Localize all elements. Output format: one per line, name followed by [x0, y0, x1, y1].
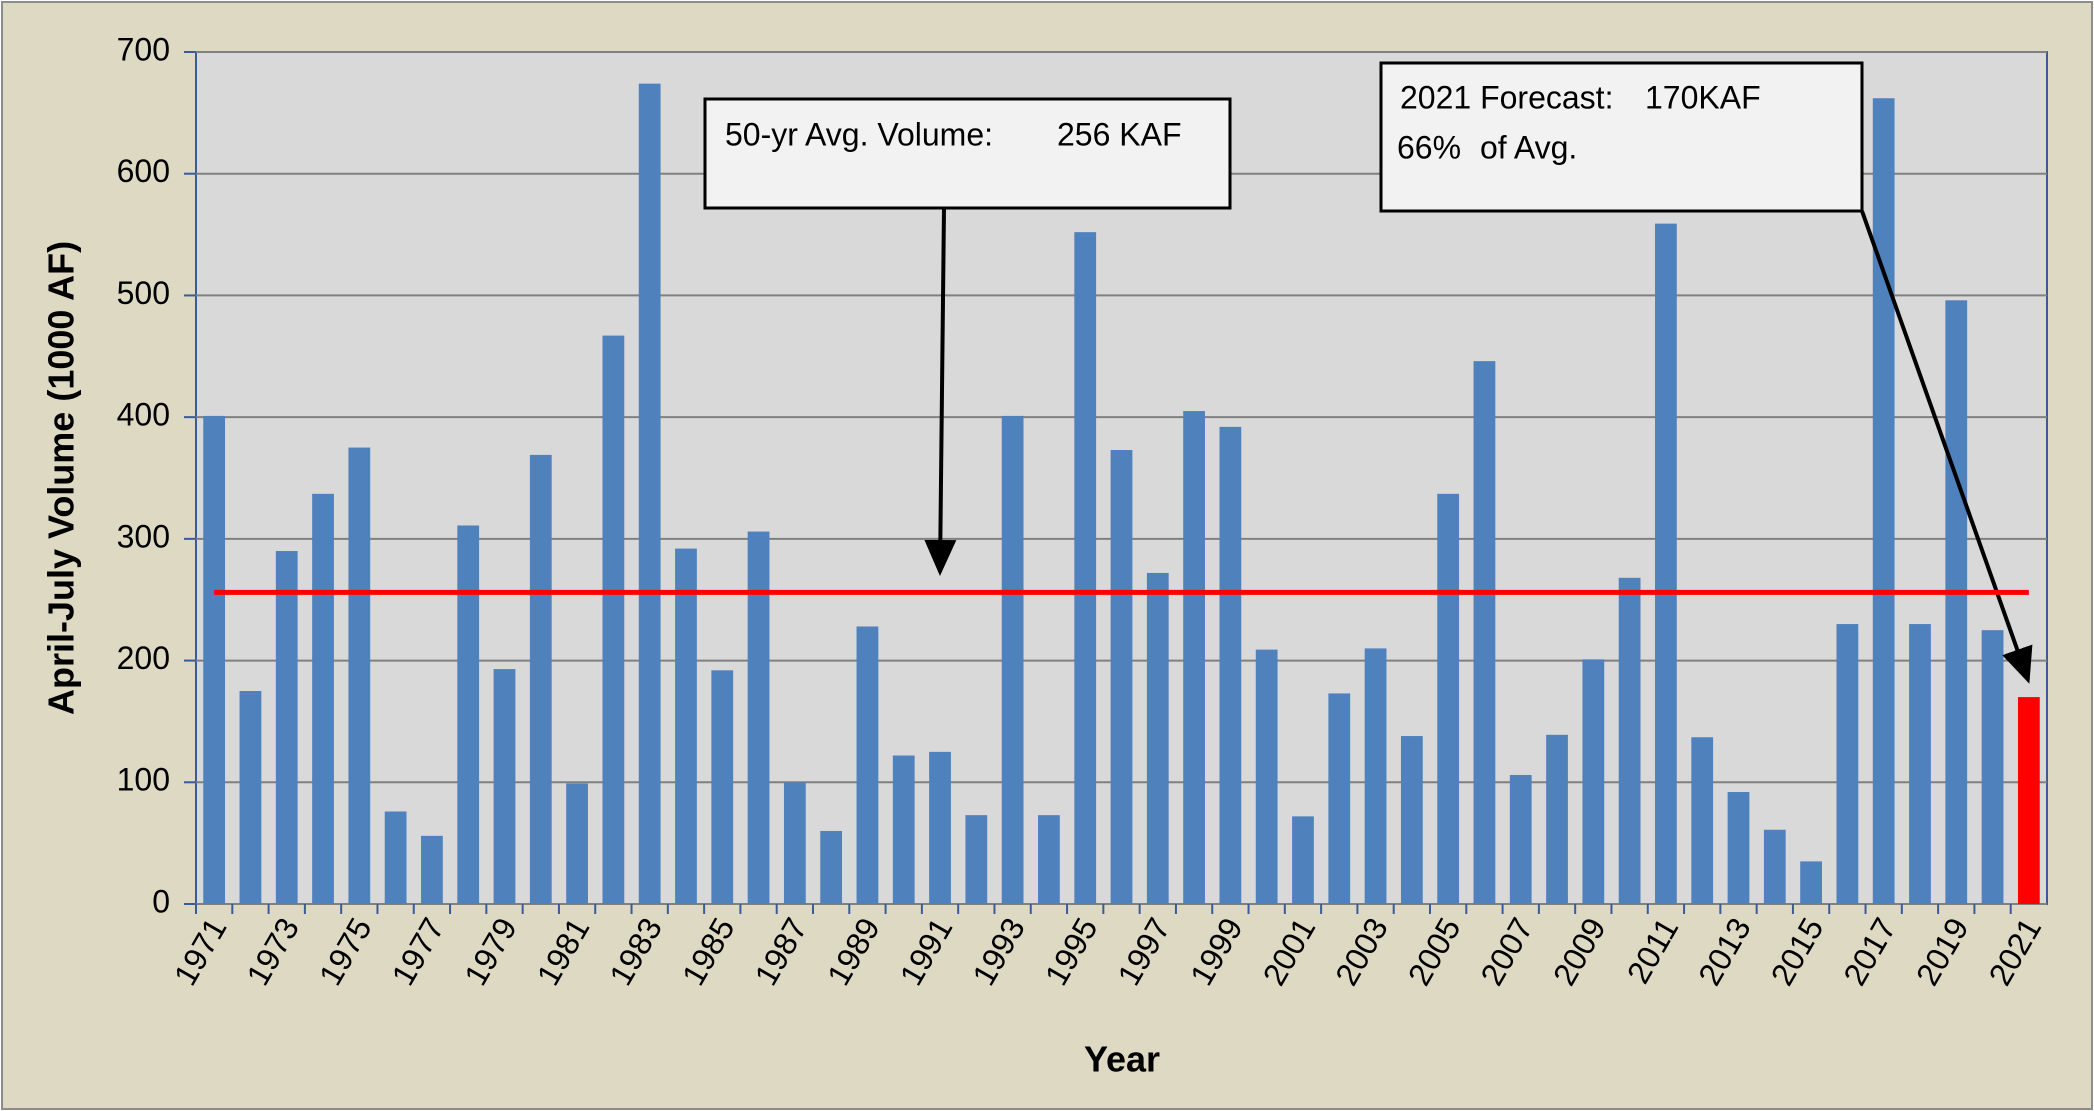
bar — [203, 415, 226, 904]
bar — [1618, 577, 1641, 904]
bar — [1800, 861, 1822, 904]
bar — [457, 525, 480, 904]
bar — [602, 335, 625, 904]
bar — [421, 835, 443, 904]
bar — [711, 670, 734, 904]
annotation-box — [703, 97, 1232, 210]
bar — [783, 782, 806, 904]
y-tick-label: 100 — [117, 762, 170, 798]
annotation-text: 50-yr Avg. Volume: — [725, 116, 993, 152]
bar — [1038, 815, 1060, 904]
x-axis-label: Year — [1084, 1039, 1160, 1080]
y-axis-label: April-July Volume (1000 AF) — [41, 241, 82, 715]
annotation-text: 2021 Forecast: — [1400, 79, 1613, 115]
bar — [1509, 774, 1532, 904]
bar — [820, 830, 843, 904]
bar — [1909, 624, 1931, 904]
annotation-text: of Avg. — [1480, 129, 1577, 165]
bar — [1364, 648, 1387, 904]
bar — [384, 811, 407, 904]
bar — [312, 493, 334, 904]
bar — [348, 447, 371, 904]
bar — [1763, 829, 1786, 904]
bar — [1727, 792, 1750, 904]
bar — [638, 83, 661, 905]
bars — [203, 83, 2040, 905]
bar — [1836, 624, 1859, 904]
y-tick-label: 400 — [117, 397, 170, 433]
bar — [1437, 493, 1460, 904]
bar — [1872, 98, 1895, 905]
bar — [1945, 300, 1968, 905]
bar — [1473, 361, 1496, 904]
bar — [1146, 572, 1169, 904]
y-tick-label: 500 — [117, 275, 170, 311]
bar — [239, 691, 262, 904]
bar — [529, 454, 552, 904]
annotation-value: 66% — [1397, 129, 1461, 165]
bar — [1074, 232, 1097, 904]
bar — [566, 783, 588, 904]
bar — [493, 669, 516, 904]
bar — [1110, 450, 1133, 904]
bar — [747, 531, 770, 904]
bar — [1582, 659, 1605, 904]
annotation-value: 170KAF — [1645, 79, 1761, 115]
arrow — [924, 207, 957, 576]
arrow — [1860, 210, 2033, 684]
bar — [929, 751, 951, 904]
bar — [1183, 411, 1205, 904]
bar — [856, 626, 879, 904]
bar — [892, 755, 915, 904]
bar — [675, 548, 697, 904]
bar — [1292, 816, 1314, 904]
annotation-box — [1379, 61, 1864, 213]
bar — [1655, 223, 1677, 905]
y-tick-label: 0 — [152, 883, 170, 919]
bar — [1328, 693, 1351, 904]
bar — [1255, 649, 1278, 904]
y-tick-label: 600 — [117, 153, 170, 189]
bar — [1001, 415, 1024, 904]
bar — [2017, 697, 2040, 904]
bar — [1219, 426, 1242, 904]
bar — [1981, 630, 2004, 904]
annotation-value: 256 KAF — [1057, 116, 1182, 152]
y-tick-label: 200 — [117, 640, 170, 676]
bar — [1546, 734, 1568, 904]
bar — [965, 815, 988, 904]
bar — [275, 551, 298, 904]
bar — [1400, 736, 1423, 904]
y-tick-label: 700 — [117, 31, 170, 67]
y-tick-label: 300 — [117, 518, 170, 554]
bar — [1691, 737, 1714, 904]
